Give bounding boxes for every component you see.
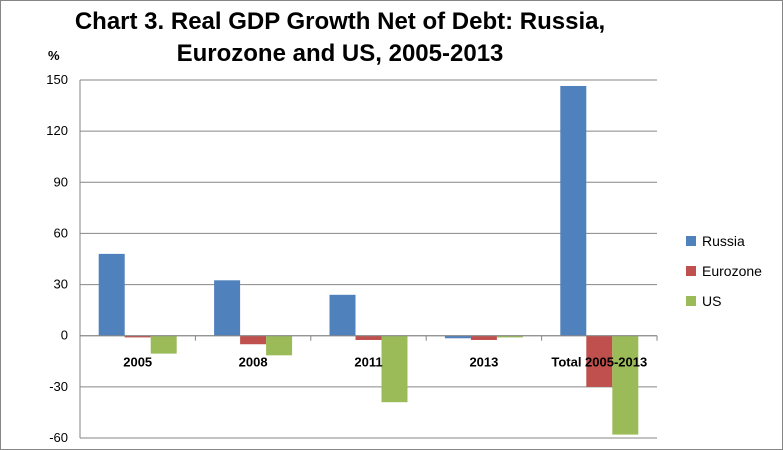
y-tick-label: 150 (46, 72, 68, 87)
y-tick-label: 60 (54, 225, 68, 240)
y-axis-label: % (48, 48, 60, 63)
chart-title-line-2: Eurozone and US, 2005-2013 (176, 40, 504, 67)
bar-eurozone-2008 (240, 335, 267, 345)
bar-eurozone-2013 (470, 335, 497, 340)
x-tick-label-total-2005-2013: Total 2005-2013 (551, 355, 647, 370)
bar-us-total-2005-2013 (612, 335, 639, 435)
bar-us-2011 (381, 335, 408, 403)
y-tick-label: -30 (49, 379, 68, 394)
bar-us-2013 (496, 335, 523, 338)
x-tick-label-2013: 2013 (469, 355, 498, 370)
x-tick-label-2011: 2011 (354, 355, 382, 370)
legend-swatch-us (686, 296, 696, 306)
x-tick-label-2005: 2005 (123, 355, 152, 370)
y-tick-label: 30 (54, 277, 68, 292)
bar-russia-total-2005-2013 (560, 85, 587, 336)
bar-russia-2008 (214, 280, 241, 336)
legend-item-eurozone: Eurozone (686, 256, 762, 286)
legend-label-russia: Russia (702, 233, 745, 249)
bar-eurozone-total-2005-2013 (586, 335, 613, 387)
bar-russia-2005 (98, 253, 125, 336)
legend: Russia Eurozone US (686, 226, 762, 316)
y-tick-label: 0 (61, 328, 68, 343)
legend-swatch-russia (686, 236, 696, 246)
bar-russia-2011 (329, 294, 356, 336)
y-tick-label: 120 (46, 123, 68, 138)
bar-us-2008 (266, 335, 293, 356)
bar-russia-2013 (444, 335, 471, 339)
chart-title: Chart 3. Real GDP Growth Net of Debt: Ru… (40, 6, 640, 70)
legend-swatch-eurozone (686, 266, 696, 276)
legend-item-russia: Russia (686, 226, 762, 256)
bar-eurozone-2005 (124, 335, 151, 338)
chart-title-line-1: Chart 3. Real GDP Growth Net of Debt: Ru… (74, 8, 606, 35)
y-tick-label: -60 (49, 430, 68, 445)
y-tick-label: 90 (54, 174, 68, 189)
legend-label-eurozone: Eurozone (702, 263, 762, 279)
bar-us-2005 (150, 335, 177, 354)
bar-eurozone-2011 (355, 335, 382, 340)
legend-item-us: US (686, 286, 762, 316)
x-tick-label-2008: 2008 (239, 355, 268, 370)
legend-label-us: US (702, 293, 722, 309)
